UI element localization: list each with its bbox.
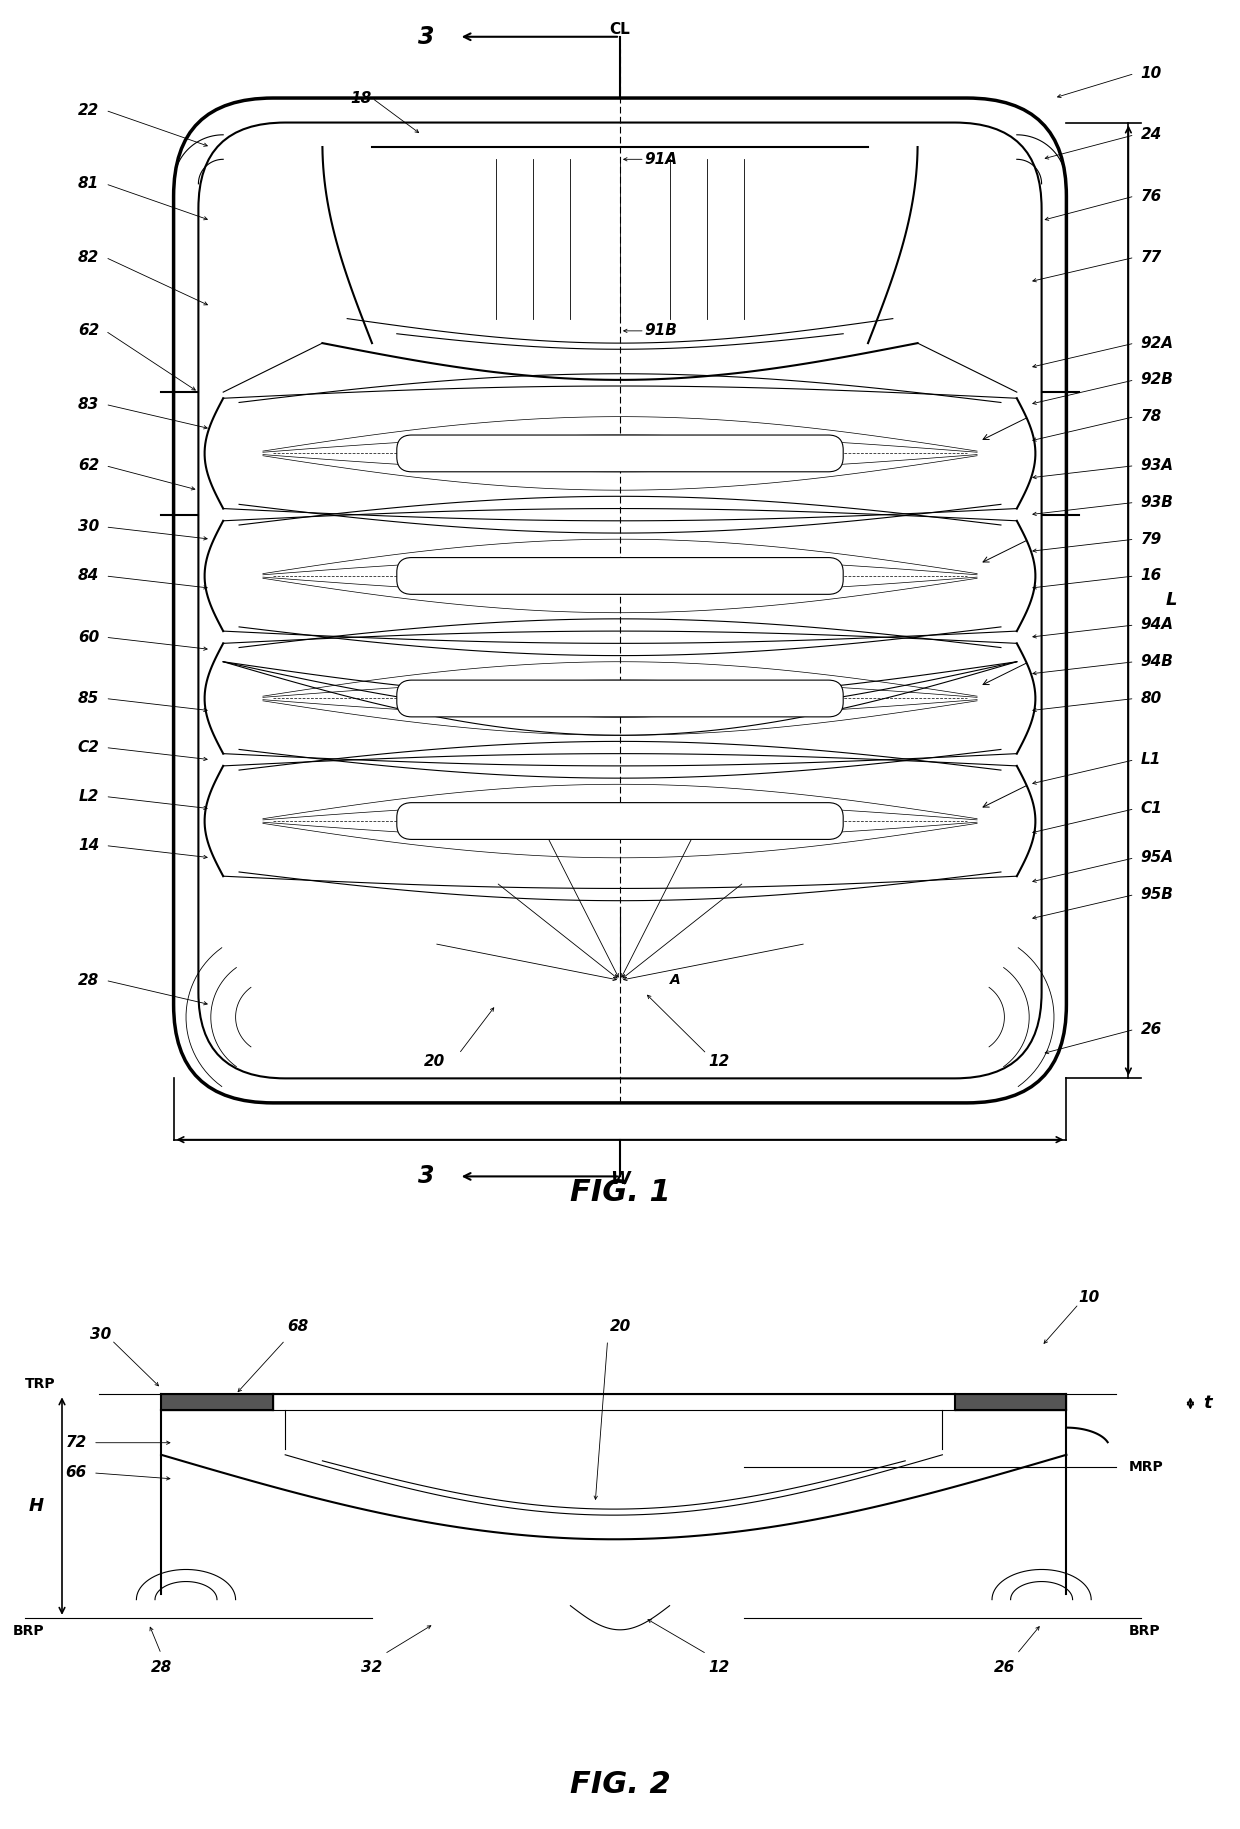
Text: BRP: BRP [12, 1624, 45, 1637]
Text: 12: 12 [708, 1054, 730, 1068]
Text: 22: 22 [78, 102, 99, 117]
Text: 62: 62 [78, 457, 99, 474]
Text: 72: 72 [66, 1436, 87, 1450]
Text: 93A: 93A [1141, 457, 1174, 474]
Text: L: L [1166, 591, 1177, 609]
Text: 20: 20 [609, 1319, 631, 1333]
Text: 95A: 95A [1141, 850, 1174, 865]
Text: 26: 26 [993, 1661, 1016, 1675]
Text: A: A [670, 973, 681, 988]
Text: 10: 10 [1141, 66, 1162, 80]
Text: 24: 24 [1141, 128, 1162, 143]
Text: L2: L2 [79, 788, 99, 805]
Text: 30: 30 [78, 519, 99, 534]
Text: 92B: 92B [1141, 373, 1174, 388]
Text: 84: 84 [78, 569, 99, 583]
FancyBboxPatch shape [397, 558, 843, 594]
Text: 30: 30 [91, 1326, 112, 1342]
Text: C1: C1 [1141, 801, 1163, 816]
Text: 12: 12 [708, 1661, 730, 1675]
Text: 20: 20 [423, 1054, 445, 1068]
Text: 92A: 92A [1141, 335, 1174, 351]
Text: 95B: 95B [1141, 887, 1174, 902]
Text: 26: 26 [1141, 1022, 1162, 1037]
Text: BRP: BRP [1128, 1624, 1161, 1637]
Text: 18: 18 [351, 90, 372, 106]
Text: 85: 85 [78, 691, 99, 706]
Text: 94B: 94B [1141, 655, 1174, 669]
Text: C2: C2 [77, 741, 99, 755]
FancyBboxPatch shape [397, 803, 843, 840]
Text: 14: 14 [78, 838, 99, 852]
Text: 28: 28 [78, 973, 99, 988]
Text: 16: 16 [1141, 569, 1162, 583]
Text: 93B: 93B [1141, 496, 1174, 510]
Text: 66: 66 [66, 1465, 87, 1480]
Text: 81: 81 [78, 176, 99, 192]
Text: W: W [610, 1171, 630, 1189]
Text: 3: 3 [418, 26, 434, 49]
Text: 32: 32 [361, 1661, 383, 1675]
FancyBboxPatch shape [397, 680, 843, 717]
Text: 83: 83 [78, 397, 99, 412]
Text: 3: 3 [418, 1165, 434, 1189]
Text: 82: 82 [78, 251, 99, 265]
Text: 91A: 91A [645, 152, 678, 166]
Text: 79: 79 [1141, 532, 1162, 547]
Text: H: H [29, 1498, 43, 1514]
Text: MRP: MRP [1128, 1460, 1163, 1474]
Text: L1: L1 [1141, 752, 1161, 768]
Text: FIG. 2: FIG. 2 [569, 1770, 671, 1800]
Text: t: t [1203, 1394, 1211, 1412]
Text: 76: 76 [1141, 188, 1162, 203]
Text: 77: 77 [1141, 251, 1162, 265]
Text: 91B: 91B [645, 324, 678, 338]
Text: 78: 78 [1141, 410, 1162, 424]
Text: 94A: 94A [1141, 618, 1174, 633]
FancyBboxPatch shape [397, 435, 843, 472]
Text: 62: 62 [78, 324, 99, 338]
Text: 28: 28 [150, 1661, 172, 1675]
Text: 60: 60 [78, 629, 99, 646]
Text: FIG. 1: FIG. 1 [569, 1178, 671, 1207]
Text: TRP: TRP [25, 1377, 56, 1392]
Text: 10: 10 [1079, 1289, 1100, 1306]
Text: CL: CL [610, 22, 630, 37]
Text: 68: 68 [286, 1319, 309, 1333]
Text: 80: 80 [1141, 691, 1162, 706]
